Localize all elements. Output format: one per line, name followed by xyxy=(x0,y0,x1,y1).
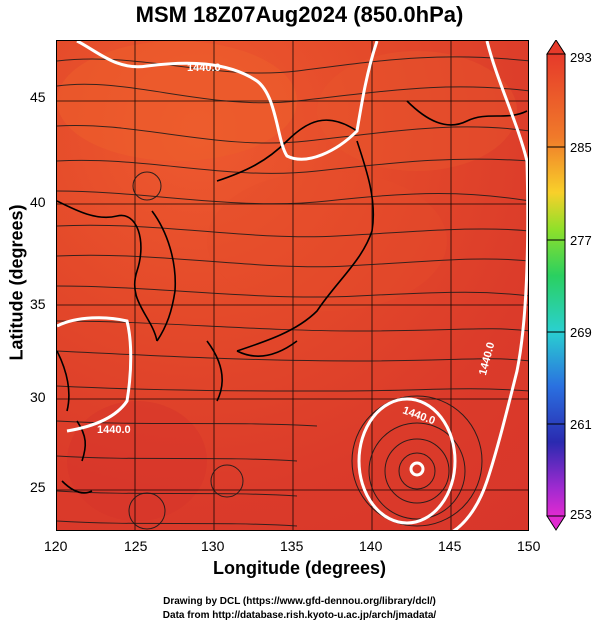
x-tick-label: 140 xyxy=(359,538,383,554)
y-tick-label: 45 xyxy=(30,89,46,105)
colorbar-label: 253 xyxy=(570,507,592,522)
colorbar-label: 261 xyxy=(570,417,592,432)
map-panel: 1440.0 1440.0 1440.0 1440.0 xyxy=(56,40,529,531)
footer-credit-drawing: Drawing by DCL (https://www.gfd-dennou.o… xyxy=(163,596,436,607)
x-axis-label: Longitude (degrees) xyxy=(212,558,386,578)
x-tick-label: 135 xyxy=(280,538,304,554)
y-axis-label: Latitude (degrees) xyxy=(6,204,27,361)
map-canvas: 1440.0 1440.0 1440.0 1440.0 xyxy=(57,41,528,530)
y-tick-label: 30 xyxy=(30,389,46,405)
colorbar-label: 269 xyxy=(570,325,592,340)
chart-title: MSM 18Z07Aug2024 (850.0hPa) xyxy=(135,2,464,27)
x-tick-label: 150 xyxy=(517,538,541,554)
contour-label: 1440.0 xyxy=(187,62,221,74)
contour-label: 1440.0 xyxy=(97,424,131,436)
x-tick-label: 120 xyxy=(44,538,68,554)
colorbar-label: 285 xyxy=(570,140,592,155)
footer-credit-data: Data from http://database.rish.kyoto-u.a… xyxy=(162,610,437,621)
colorbar xyxy=(546,40,566,531)
colorbar-label: 277 xyxy=(570,233,592,248)
x-tick-label: 145 xyxy=(438,538,462,554)
x-tick-label: 125 xyxy=(124,538,148,554)
y-tick-label: 40 xyxy=(30,194,46,210)
colorbar-label: 293 xyxy=(570,50,592,65)
x-tick-label: 130 xyxy=(201,538,225,554)
y-tick-label: 25 xyxy=(30,479,46,495)
y-tick-label: 35 xyxy=(30,296,46,312)
